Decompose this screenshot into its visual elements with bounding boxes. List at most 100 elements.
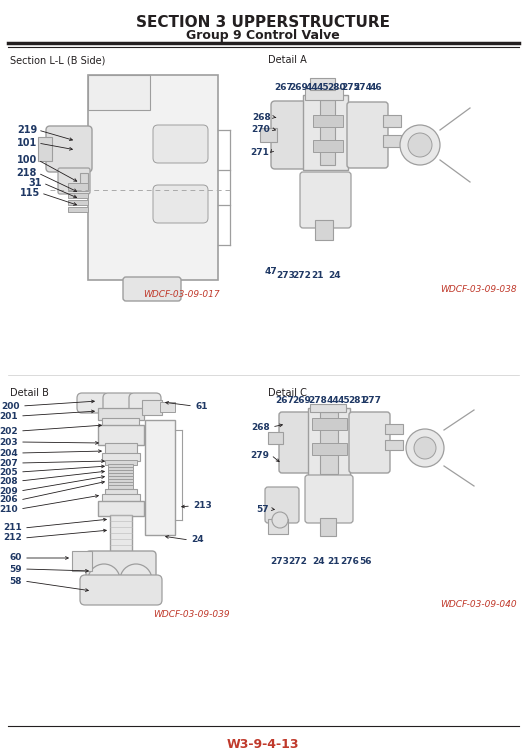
Text: 204: 204 (0, 449, 18, 458)
Bar (268, 519, 288, 534)
Bar (160, 402, 175, 412)
Text: 59: 59 (9, 565, 22, 574)
Bar (105, 443, 137, 455)
Bar (305, 88, 343, 100)
Text: 57: 57 (256, 505, 269, 514)
Text: 279: 279 (250, 450, 269, 459)
Text: Group 9 Control Valve: Group 9 Control Valve (186, 29, 340, 42)
Text: Section L-L (B Side): Section L-L (B Side) (10, 55, 105, 65)
Text: 211: 211 (3, 523, 22, 532)
FancyBboxPatch shape (46, 126, 92, 172)
Bar (385, 440, 403, 450)
Text: Detail A: Detail A (268, 55, 307, 65)
Text: 24: 24 (191, 535, 203, 544)
FancyBboxPatch shape (103, 393, 135, 413)
Bar (72, 551, 92, 571)
Bar (108, 482, 133, 486)
Text: 58: 58 (9, 577, 22, 586)
Text: 100: 100 (17, 155, 37, 165)
Text: Detail B: Detail B (10, 388, 49, 398)
Bar (313, 140, 343, 152)
Text: 45: 45 (338, 396, 350, 405)
Text: 202: 202 (0, 426, 18, 435)
Bar (303, 95, 348, 170)
FancyBboxPatch shape (153, 125, 208, 163)
Text: 31: 31 (28, 178, 42, 188)
Bar (145, 420, 175, 535)
FancyBboxPatch shape (349, 412, 390, 473)
Text: 24: 24 (313, 557, 325, 566)
Text: 21: 21 (328, 557, 340, 566)
Circle shape (414, 437, 436, 459)
Text: 213: 213 (193, 501, 212, 511)
Bar (320, 100, 335, 165)
Text: 268: 268 (251, 422, 270, 431)
Text: 206: 206 (0, 495, 18, 505)
FancyBboxPatch shape (347, 102, 388, 168)
Bar (315, 220, 333, 240)
Bar (102, 418, 139, 426)
Text: 272: 272 (292, 271, 311, 280)
Text: 281: 281 (349, 396, 367, 405)
Bar (105, 489, 137, 495)
Bar (108, 467, 133, 471)
Text: 275: 275 (341, 83, 360, 92)
FancyBboxPatch shape (271, 101, 309, 169)
Text: 208: 208 (0, 477, 18, 486)
FancyBboxPatch shape (265, 487, 299, 523)
Text: 277: 277 (363, 396, 382, 405)
Text: 210: 210 (0, 505, 18, 514)
Circle shape (88, 564, 120, 596)
Text: 219: 219 (17, 125, 37, 135)
Bar (98, 425, 144, 445)
Bar (98, 408, 144, 420)
Bar (383, 135, 401, 147)
Text: 280: 280 (328, 83, 346, 92)
Bar (68, 183, 88, 191)
FancyBboxPatch shape (58, 168, 90, 194)
Bar (68, 193, 88, 198)
Text: Detail C: Detail C (268, 388, 307, 398)
Text: WDCF-03-09-038: WDCF-03-09-038 (441, 285, 517, 294)
FancyBboxPatch shape (153, 185, 208, 223)
Bar (310, 78, 335, 90)
Bar (108, 473, 133, 477)
Text: 115: 115 (19, 188, 40, 198)
Text: 218: 218 (17, 168, 37, 178)
Bar (108, 476, 133, 480)
FancyBboxPatch shape (305, 475, 353, 523)
Bar (68, 207, 88, 212)
Bar (310, 404, 346, 412)
Bar (308, 408, 350, 478)
Text: 44: 44 (306, 83, 318, 92)
Text: 267: 267 (275, 83, 294, 92)
FancyBboxPatch shape (77, 393, 109, 413)
Text: 45: 45 (317, 83, 329, 92)
Text: 60: 60 (9, 553, 22, 562)
Text: 200: 200 (2, 401, 20, 410)
Circle shape (406, 429, 444, 467)
Bar (105, 460, 137, 465)
Text: WDCF-03-09-040: WDCF-03-09-040 (441, 600, 517, 609)
FancyBboxPatch shape (129, 393, 161, 413)
Text: 273: 273 (277, 271, 296, 280)
Text: 269: 269 (289, 83, 308, 92)
Text: 21: 21 (312, 271, 324, 280)
Bar (312, 418, 347, 430)
Bar (320, 518, 336, 536)
Text: 270: 270 (251, 124, 270, 133)
Text: W3-9-4-13: W3-9-4-13 (227, 738, 299, 751)
Text: 272: 272 (289, 557, 307, 566)
Bar (313, 115, 343, 127)
Bar (98, 501, 144, 516)
Bar (88, 75, 150, 110)
Bar (312, 443, 347, 455)
FancyBboxPatch shape (279, 412, 313, 473)
FancyBboxPatch shape (80, 575, 162, 605)
Bar (108, 479, 133, 483)
Text: 267: 267 (276, 396, 295, 405)
Circle shape (408, 133, 432, 157)
Text: WDCF-03-09-039: WDCF-03-09-039 (153, 610, 230, 619)
Bar (102, 494, 140, 502)
Text: 269: 269 (292, 396, 311, 405)
